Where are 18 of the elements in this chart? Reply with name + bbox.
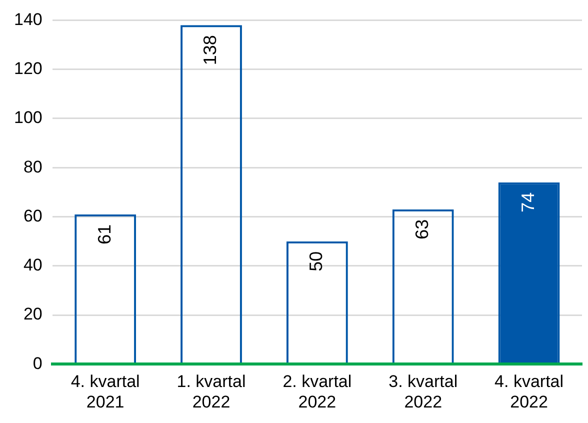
y-tick-label: 100 <box>14 108 42 128</box>
y-tick-label: 20 <box>23 304 42 324</box>
x-tick-label: 3. kvartal 2022 <box>388 372 458 412</box>
y-tick-label: 0 <box>32 354 42 373</box>
x-tick-label: 2. kvartal 2022 <box>282 372 352 412</box>
data-label: 50 <box>306 251 326 272</box>
data-label: 74 <box>518 192 538 212</box>
data-label: 138 <box>200 35 220 66</box>
data-label: 63 <box>412 219 432 240</box>
x-tick-label: 4. kvartal 2022 <box>494 372 564 412</box>
y-tick-label: 140 <box>14 10 42 29</box>
x-tick-label: 1. kvartal 2022 <box>176 372 246 412</box>
x-tick-label: 4. kvartal 2021 <box>70 372 140 412</box>
y-tick-label: 120 <box>14 59 42 78</box>
y-tick-label: 80 <box>23 157 42 176</box>
data-label: 61 <box>94 224 114 244</box>
y-tick-label: 40 <box>23 256 42 275</box>
y-tick-label: 60 <box>23 206 42 226</box>
